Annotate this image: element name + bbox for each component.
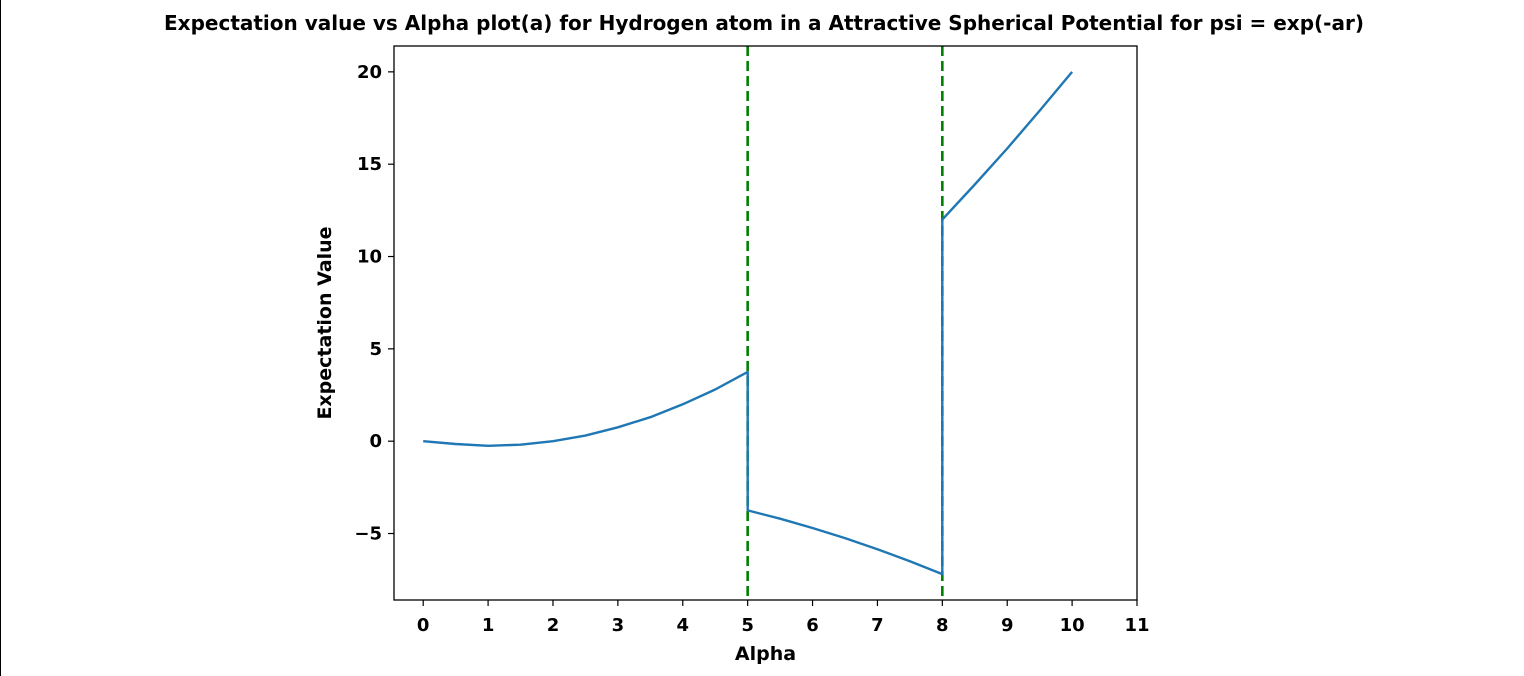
x-tick-label: 4 <box>676 615 689 636</box>
x-tick-label: 0 <box>417 615 430 636</box>
x-axis-label: Alpha <box>735 643 796 665</box>
series-line <box>423 71 1074 576</box>
x-tick-label: 3 <box>612 615 625 636</box>
y-axis-label: Expectation Value <box>314 226 336 419</box>
x-tick-label: 7 <box>871 615 884 636</box>
y-tick-label: 15 <box>357 154 382 175</box>
axes-frame <box>393 45 1138 601</box>
x-tick-label: 6 <box>806 615 819 636</box>
chart-title: Expectation value vs Alpha plot(a) for H… <box>164 11 1364 35</box>
y-tick-label: 20 <box>357 62 382 83</box>
x-axis-ticks: 0 1 2 3 4 5 6 7 8 9 10 11 <box>417 600 1150 636</box>
x-tick-label: 9 <box>1001 615 1014 636</box>
x-tick-label: 1 <box>482 615 495 636</box>
x-tick-label: 8 <box>936 615 949 636</box>
x-tick-label: 10 <box>1060 615 1085 636</box>
y-tick-label: 5 <box>369 339 382 360</box>
x-tick-label: 11 <box>1124 615 1149 636</box>
y-tick-label: 0 <box>369 431 382 452</box>
x-tick-label: 2 <box>547 615 560 636</box>
y-tick-label: 10 <box>357 247 382 268</box>
y-tick-label: −5 <box>354 524 382 545</box>
series-layer <box>423 71 1074 576</box>
x-tick-label: 5 <box>741 615 754 636</box>
y-axis-ticks: −5 0 5 10 15 20 <box>354 62 394 545</box>
